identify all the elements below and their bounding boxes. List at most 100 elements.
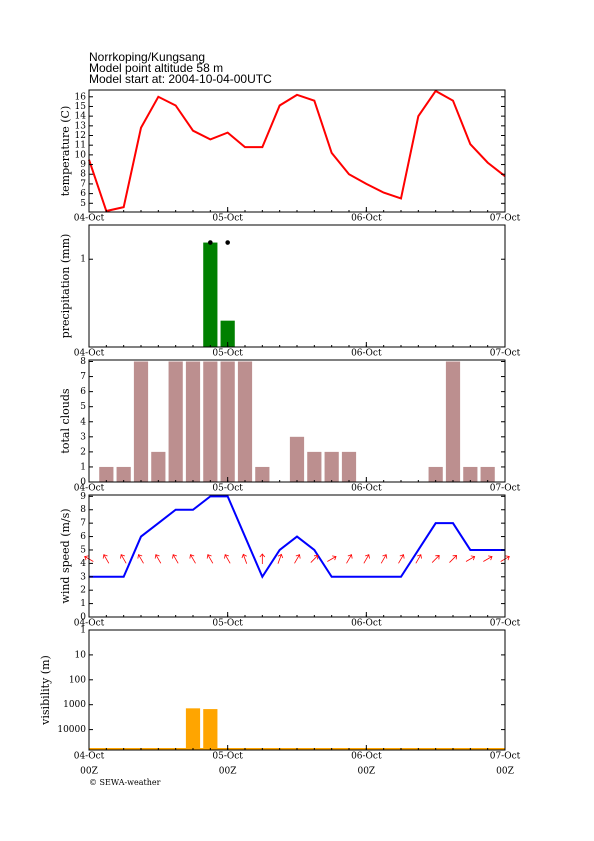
bar — [133, 361, 149, 482]
wind-arrow — [224, 554, 231, 564]
wind-arrow — [310, 555, 319, 563]
bar — [341, 451, 357, 482]
y-tick-label: 2 — [80, 586, 86, 596]
bar — [99, 466, 114, 482]
wind-arrow — [398, 554, 405, 564]
bar — [307, 451, 322, 482]
x-tick-label: 05-Oct — [212, 484, 243, 494]
y-tick-label: 3 — [80, 432, 86, 442]
y-tick-label: 10 — [75, 150, 87, 160]
wind-arrow — [294, 554, 301, 564]
y-tick-label: 4 — [80, 559, 86, 569]
bar — [220, 361, 235, 482]
y-tick-label: 7 — [80, 179, 86, 189]
bar — [185, 708, 201, 750]
marker — [208, 240, 213, 245]
y-tick-label: 13 — [75, 121, 87, 131]
y-tick-label: 1 — [80, 626, 86, 636]
x-tick-label: 05-Oct — [212, 619, 243, 629]
altitude: Model point altitude 58 m — [89, 61, 223, 75]
y-tick-label: 15 — [75, 102, 87, 112]
x-tick-label: 06-Oct — [351, 349, 382, 359]
y-tick-label: 6 — [80, 189, 86, 199]
bar — [116, 466, 131, 482]
x-tick-label: 07-Oct — [490, 214, 521, 224]
y-tick-label: 16 — [75, 92, 87, 102]
station: Norrkoping/Kungsang — [89, 50, 205, 64]
y-tick-label: 1000 — [63, 700, 86, 710]
wind-arrow — [137, 554, 144, 564]
y-tick-label: 0 — [80, 613, 86, 623]
x-tick-label: 06-Oct — [351, 214, 382, 224]
x-tick-label: 04-Oct — [74, 214, 105, 224]
y-tick-label: 9 — [80, 492, 86, 502]
y-tick-label: 5 — [80, 402, 86, 412]
x-tick-label: 04-Oct — [74, 484, 105, 494]
x-tick-label: 05-Oct — [212, 752, 243, 762]
x-tick-sublabel: 00Z — [357, 767, 375, 777]
y-axis-label: temperature (C) — [59, 106, 72, 197]
bar — [220, 320, 235, 347]
y-tick-label: 0 — [80, 478, 86, 488]
x-tick-label: 07-Oct — [490, 484, 521, 494]
y-axis-label: total clouds — [59, 388, 72, 453]
wind-arrow — [483, 555, 493, 562]
x-tick-sublabel: 00Z — [80, 767, 98, 777]
y-tick-label: 1 — [80, 599, 86, 609]
x-tick-label: 05-Oct — [212, 349, 243, 359]
wind-arrow — [415, 554, 422, 564]
y-tick-label: 1 — [80, 255, 86, 265]
y-tick-label: 10000 — [57, 725, 86, 735]
footer: © SEWA-weather — [89, 778, 161, 787]
x-tick-label: 07-Oct — [490, 349, 521, 359]
bar — [203, 242, 218, 347]
y-tick-label: 9 — [80, 160, 86, 170]
x-tick-label: 04-Oct — [74, 752, 105, 762]
y-tick-label: 5 — [80, 545, 86, 555]
wind-arrow — [206, 554, 214, 564]
y-tick-label: 7 — [80, 372, 86, 382]
wind-arrow — [465, 555, 476, 562]
wind-arrow — [346, 554, 353, 564]
y-tick-label: 10 — [75, 650, 87, 660]
y-tick-label: 8 — [80, 170, 86, 180]
y-tick-label: 5 — [80, 199, 86, 209]
y-tick-label: 6 — [80, 387, 86, 397]
x-tick-label: 04-Oct — [74, 349, 105, 359]
y-tick-label: 3 — [80, 572, 86, 582]
bar — [428, 466, 443, 482]
wind-arrow — [380, 554, 388, 564]
y-tick-label: 7 — [80, 519, 86, 529]
wind-arrow — [327, 555, 337, 562]
model-start: Model start at: 2004-10-04-00UTC — [89, 72, 272, 86]
wind-arrow — [189, 554, 196, 564]
wind-arrow — [241, 553, 248, 564]
wind-arrow — [154, 554, 162, 564]
bar — [480, 466, 495, 482]
x-tick-label: 04-Oct — [74, 619, 105, 629]
line — [89, 495, 505, 579]
bar — [203, 361, 218, 482]
y-tick-label: 100 — [69, 675, 86, 685]
x-tick-label: 06-Oct — [351, 619, 382, 629]
x-tick-label: 07-Oct — [490, 752, 521, 762]
y-tick-label: 6 — [80, 532, 86, 542]
y-tick-label: 11 — [75, 141, 86, 151]
x-tick-sublabel: 00Z — [219, 767, 237, 777]
bar — [151, 451, 166, 482]
bar — [324, 451, 339, 482]
wind-arrow — [172, 554, 179, 564]
wind-arrow — [102, 554, 110, 564]
y-tick-label: 8 — [80, 357, 86, 367]
line — [88, 89, 506, 213]
y-tick-label: 4 — [80, 417, 86, 427]
marker — [225, 240, 230, 245]
y-tick-label: 12 — [75, 131, 86, 141]
x-tick-label: 06-Oct — [351, 484, 382, 494]
x-tick-label: 05-Oct — [212, 214, 243, 224]
bar — [185, 361, 201, 482]
y-axis-label: precipitation (mm) — [59, 234, 72, 339]
bar — [289, 436, 305, 482]
wind-arrow — [449, 555, 457, 563]
